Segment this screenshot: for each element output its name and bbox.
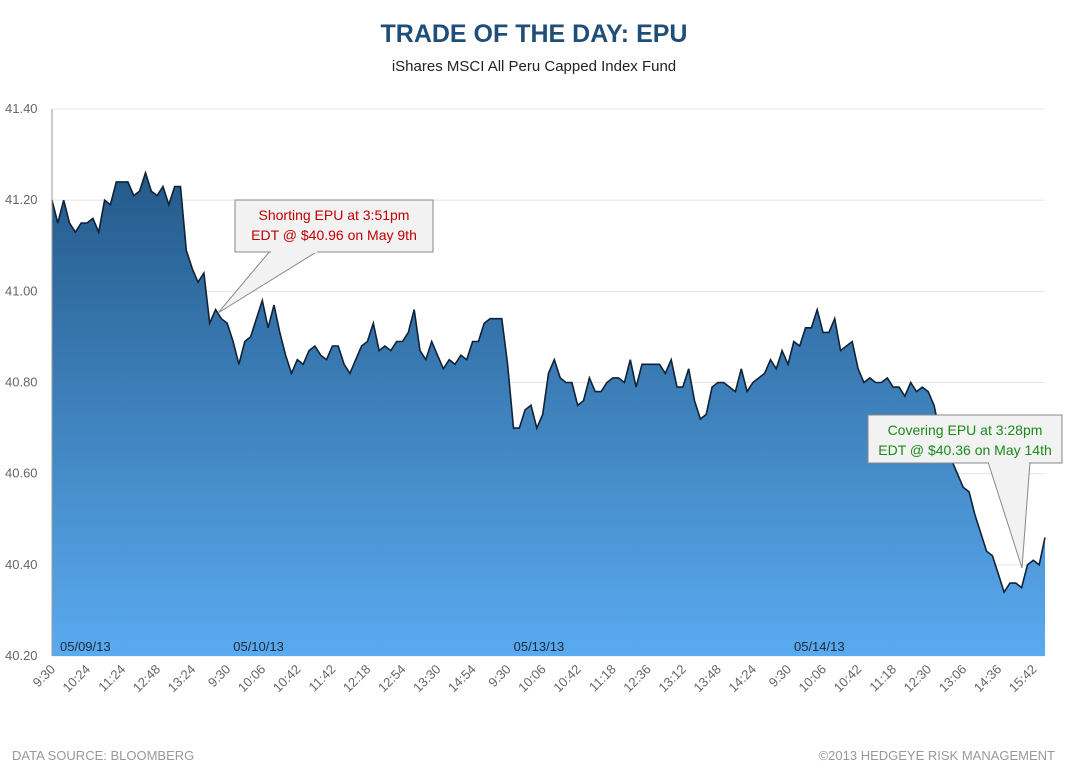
x-tick-label: 12:48 — [130, 662, 164, 696]
x-tick-label: 12:18 — [340, 662, 374, 696]
x-tick-label: 10:42 — [270, 662, 304, 696]
x-tick-label: 13:24 — [165, 662, 199, 696]
callout-cover — [989, 461, 1029, 464]
y-tick-label: 40.20 — [5, 648, 38, 663]
source: DATA SOURCE: BLOOMBERG — [12, 748, 194, 763]
line — [51, 170, 1046, 595]
x-tick-label: 14:24 — [725, 662, 759, 696]
x-tick-label: 12:54 — [375, 662, 409, 696]
x-tick-label: 14:54 — [445, 662, 479, 696]
y-tick-label: 40.60 — [5, 466, 38, 481]
callout-text: Shorting EPU at 3:51pm — [259, 207, 410, 223]
date-label: 05/10/13 — [233, 639, 284, 654]
x-tick-label: 9:30 — [205, 662, 234, 691]
y-tick-label: 41.40 — [5, 101, 38, 116]
x-tick-label: 13:06 — [936, 662, 970, 696]
x-tick-label: 11:18 — [586, 662, 619, 695]
y-tick-label: 40.80 — [5, 375, 38, 390]
x-tick-label: 10:06 — [796, 662, 830, 696]
callout-box — [234, 199, 434, 253]
x-tick-label: 9:30 — [30, 662, 59, 691]
x-tick-label: 11:42 — [306, 662, 339, 695]
chart-subtitle: iShares MSCI All Peru Capped Index Fund — [392, 58, 676, 75]
x-tick-label: 12:36 — [620, 662, 654, 696]
date-label: 05/13/13 — [514, 639, 565, 654]
x-tick-label: 13:12 — [655, 662, 689, 696]
chart-title: TRADE OF THE DAY: EPU — [381, 20, 688, 48]
x-tick-label: 10:06 — [515, 662, 549, 696]
y-tick-label: 41.20 — [5, 192, 38, 207]
x-tick-label: 10:42 — [831, 662, 865, 696]
callout-text: EDT @ $40.36 on May 14th — [878, 442, 1052, 458]
callout-pointer — [987, 461, 1031, 569]
callout-text: Covering EPU at 3:28pm — [888, 422, 1043, 438]
callout-box — [867, 414, 1063, 464]
x-tick-label: 11:24 — [95, 662, 128, 695]
y-tick-label: 40.40 — [5, 557, 38, 572]
x-tick-label: 9:30 — [766, 662, 795, 691]
callout-pointer — [217, 250, 320, 314]
x-tick-label: 12:30 — [901, 662, 935, 696]
x-tick-label: 13:30 — [410, 662, 444, 696]
callout-text: EDT @ $40.96 on May 9th — [251, 227, 417, 243]
x-tick-label: 10:24 — [60, 662, 94, 696]
x-tick-label: 13:48 — [690, 662, 724, 696]
x-tick-label: 14:36 — [971, 662, 1005, 696]
x-tick-label: 15:42 — [1006, 662, 1040, 696]
copyright: ©2013 HEDGEYE RISK MANAGEMENT — [819, 748, 1055, 763]
x-tick-label: 10:06 — [235, 662, 269, 696]
date-label: 05/14/13 — [794, 639, 845, 654]
y-tick-label: 41.00 — [5, 283, 38, 298]
date-label: 05/09/13 — [60, 639, 111, 654]
area — [52, 172, 1045, 657]
x-tick-label: 10:42 — [550, 662, 584, 696]
x-tick-label: 9:30 — [485, 662, 514, 691]
callout-cover — [271, 250, 317, 253]
x-tick-label: 11:18 — [866, 662, 899, 695]
